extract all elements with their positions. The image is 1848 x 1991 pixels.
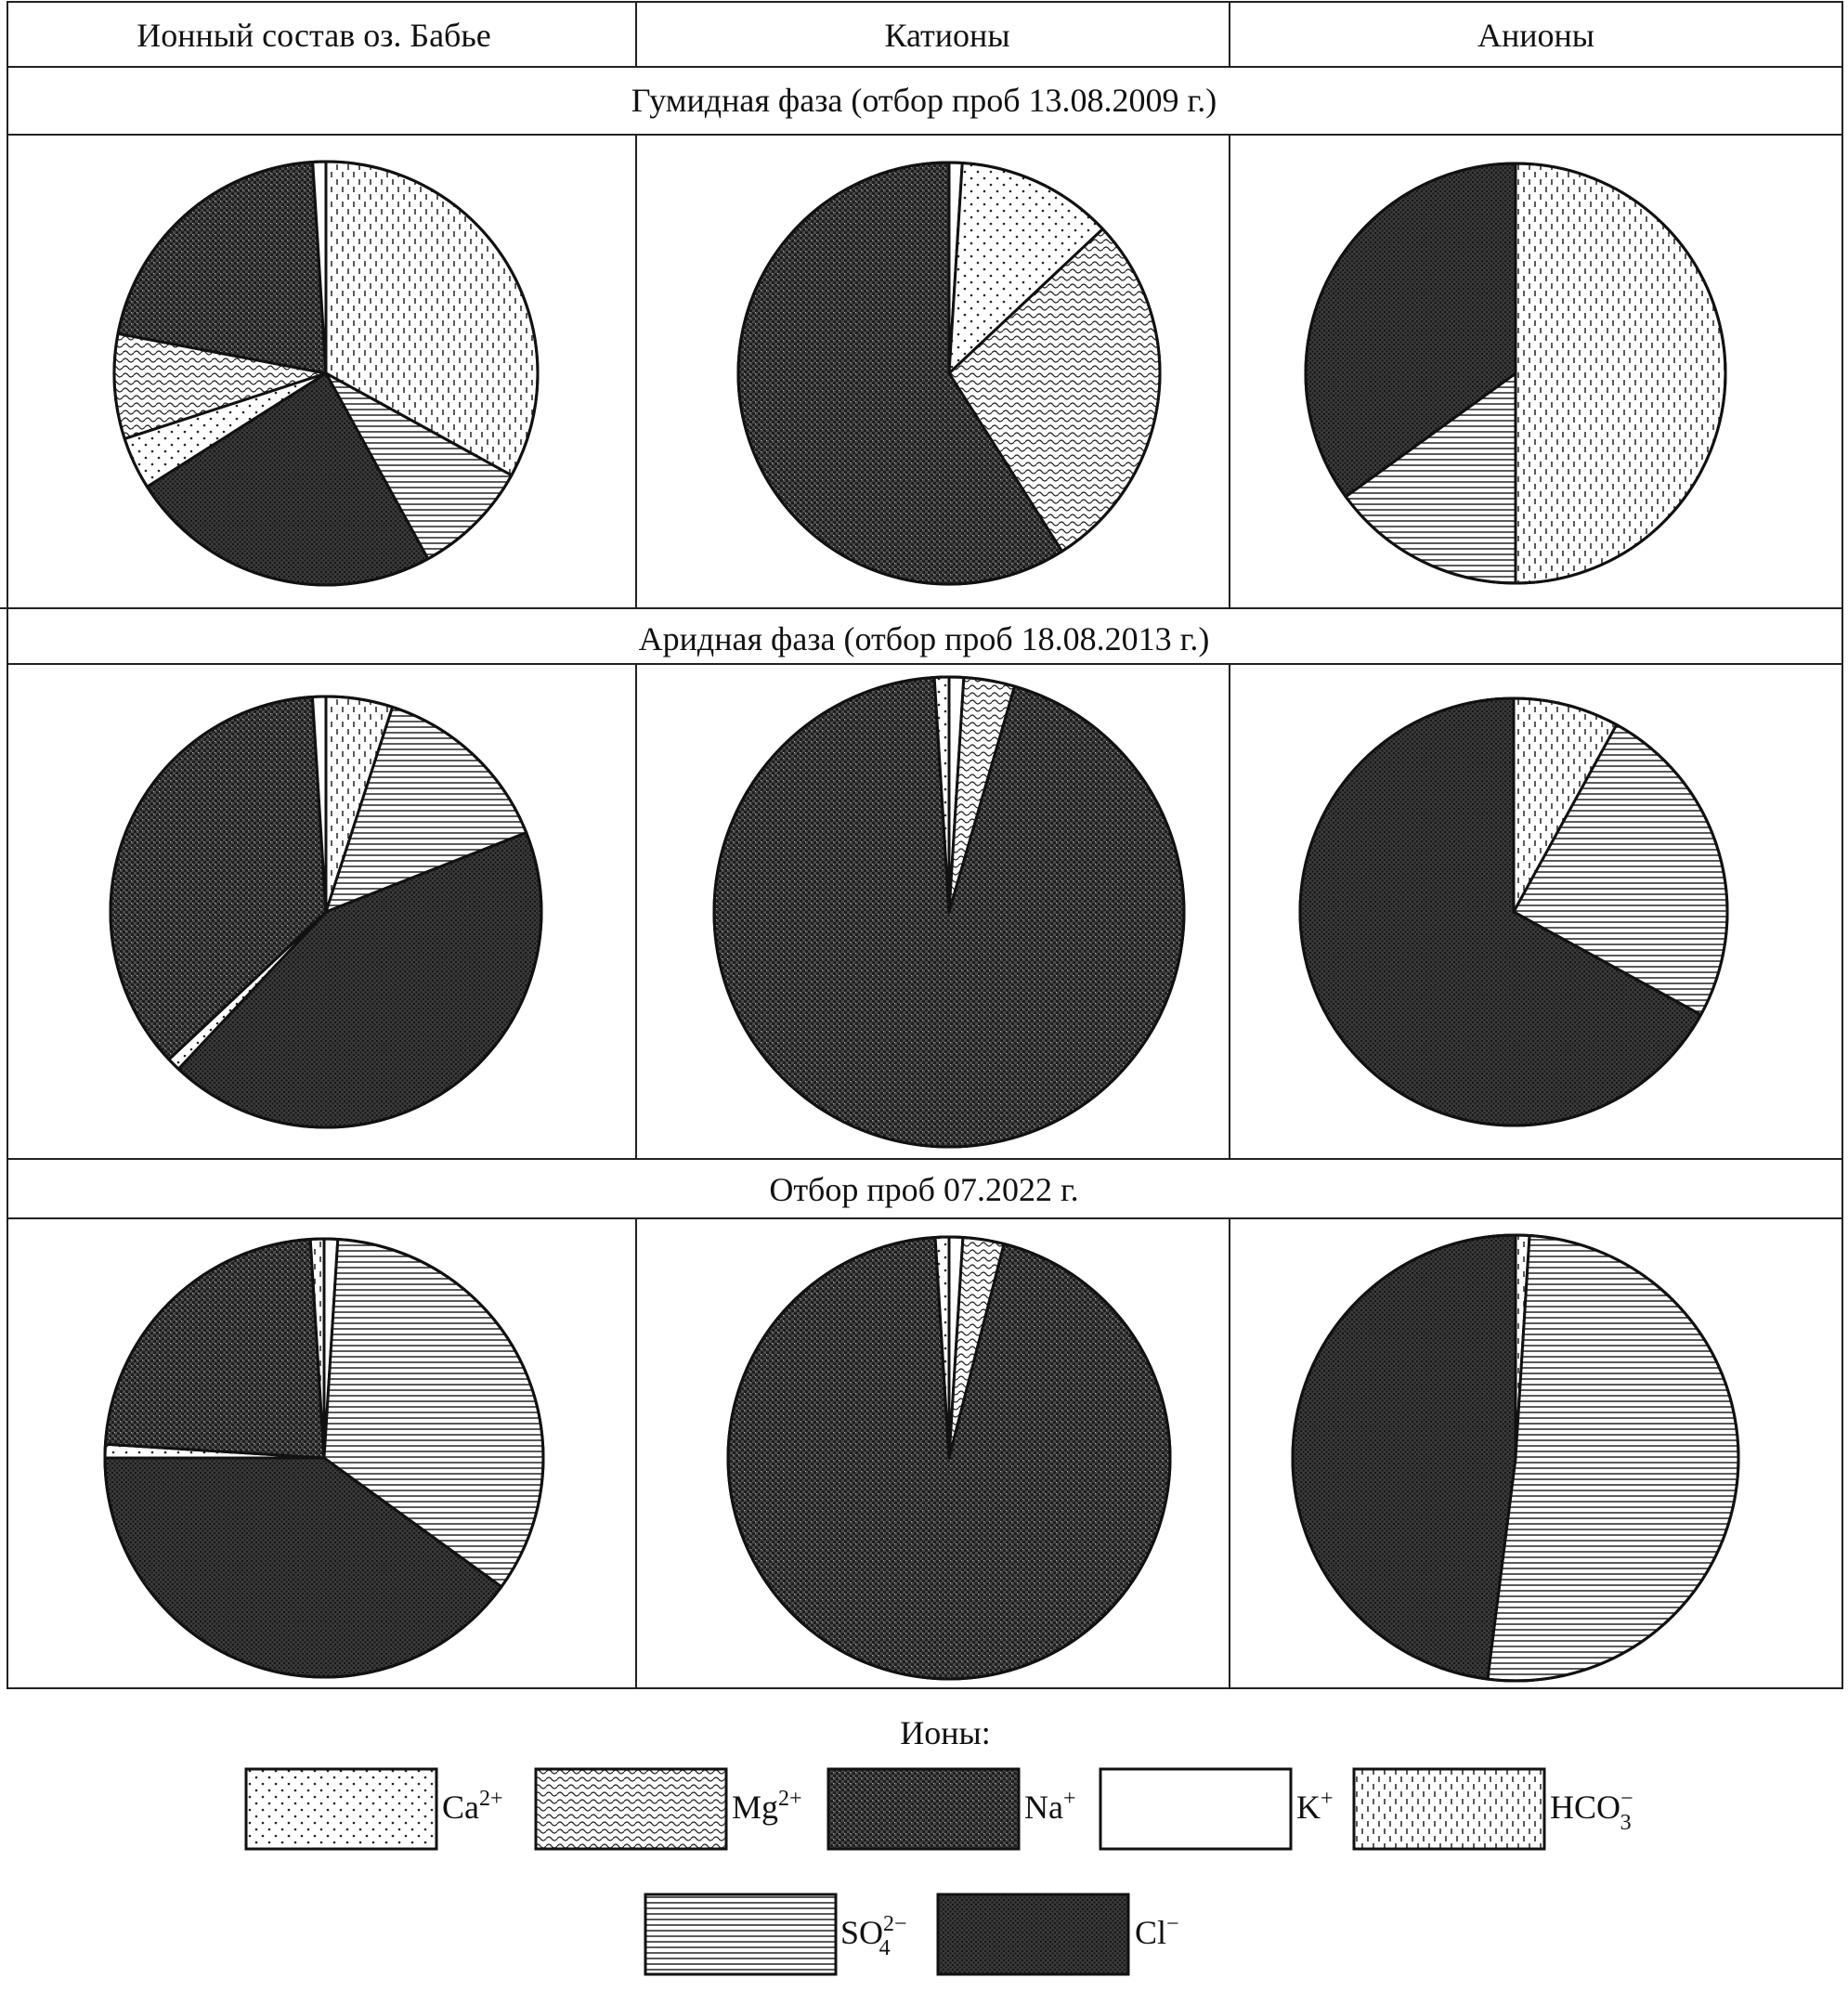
pie-chart-r2-c2: [1291, 1233, 1740, 1683]
section-title-arid: Аридная фаза (отбор проб 18.08.2013 г.): [639, 620, 1210, 657]
legend-label-mg: Mg2+: [732, 1787, 802, 1826]
legend-swatch-hco3: [1352, 1767, 1546, 1851]
pie-outline: [103, 1237, 545, 1679]
table-outer-border: [7, 1, 1843, 1689]
pie-chart-r1-c1: [712, 675, 1186, 1149]
pie-chart-r2-c1: [726, 1235, 1172, 1681]
legend-item-k: K+: [1099, 1767, 1334, 1851]
pie-chart-r0-c1: [736, 161, 1162, 586]
pie-outline: [1304, 162, 1727, 585]
pie-charts: [103, 160, 1740, 1683]
pie-chart-r0-c0: [112, 160, 540, 587]
legend-item-so4: SO2− 4: [644, 1893, 907, 1976]
pie-outline: [736, 161, 1162, 586]
pie-slice-so4: [1486, 1233, 1740, 1683]
legend-item-na: Na+: [826, 1767, 1076, 1851]
legend-title: Ионы:: [900, 1714, 990, 1751]
legend-label-hco3: HCO− 3: [1550, 1787, 1633, 1835]
header-ion-composition: Ионный состав оз. Бабье: [137, 17, 491, 54]
header-cations: Катионы: [884, 17, 1009, 54]
legend-item-cl: Cl−: [936, 1893, 1179, 1976]
pie-slice-hco3: [1514, 162, 1727, 585]
pie-outline: [712, 675, 1186, 1149]
section-title-humid: Гумидная фаза (отбор проб 13.08.2009 г.): [631, 82, 1217, 119]
table-grid: [0, 1, 1843, 1689]
legend-label-cl: Cl−: [1135, 1912, 1179, 1951]
section-title-2022: Отбор проб 07.2022 г.: [769, 1171, 1078, 1208]
legend-swatch-ca: [244, 1767, 438, 1851]
legend-swatch-na: [826, 1767, 1021, 1851]
header-anions: Анионы: [1477, 17, 1594, 54]
pie-outline: [109, 695, 543, 1129]
legend-swatch-k: [1099, 1767, 1293, 1851]
legend-item-hco3: HCO− 3: [1352, 1767, 1633, 1851]
legend-label-k: K+: [1296, 1787, 1334, 1826]
legend-item-ca: Ca2+: [244, 1767, 503, 1851]
pie-chart-r1-c0: [109, 695, 543, 1129]
pie-outline: [726, 1235, 1172, 1681]
legend-swatch-mg: [534, 1767, 728, 1851]
pie-outline: [1291, 1233, 1740, 1683]
pie-chart-r1-c2: [1298, 696, 1729, 1127]
pie-slice-na: [103, 1237, 326, 1460]
legend-swatch-so4: [644, 1893, 838, 1976]
pie-slice-cl: [1291, 1233, 1517, 1681]
legend-label-na: Na+: [1024, 1787, 1076, 1826]
pie-chart-r0-c2: [1304, 162, 1727, 585]
legend-swatch-cl: [936, 1893, 1130, 1976]
pie-outline: [112, 160, 540, 587]
legend: Ионы: Ca2+ Mg2+ Na+ K+ HCO− 3 SO2− 4 Cl−: [244, 1714, 1633, 1976]
legend-item-mg: Mg2+: [534, 1767, 802, 1851]
pie-outline: [1298, 696, 1729, 1127]
legend-label-ca: Ca2+: [442, 1787, 503, 1826]
legend-label-so4: SO2− 4: [840, 1912, 907, 1960]
pie-chart-r2-c0: [103, 1237, 545, 1679]
